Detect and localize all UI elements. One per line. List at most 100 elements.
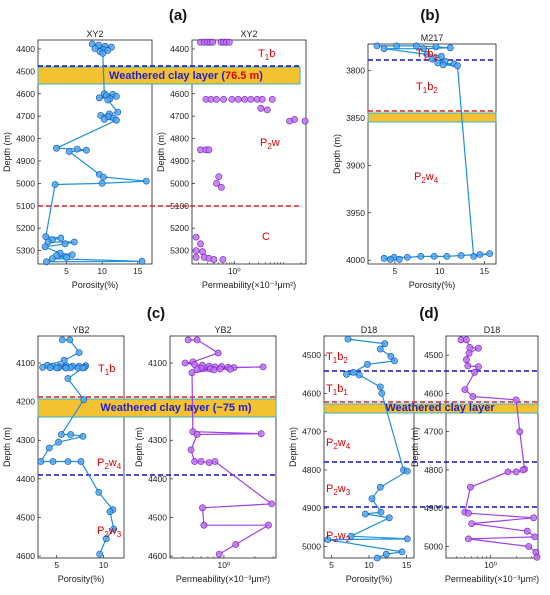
- y-tick-label: 5300: [16, 246, 35, 256]
- axes-5: D18 Porosity(%) Depth (m) 4500 4600 4700 4800 4…: [288, 325, 415, 584]
- axes-frame: [37, 335, 125, 559]
- y-tick-label: 4000: [346, 255, 365, 265]
- y-tick-label: 4500: [148, 512, 167, 522]
- y-tick-label: 4700: [302, 427, 321, 437]
- y-tick-label: 5100: [170, 201, 189, 211]
- x-tick-label: 10: [364, 560, 374, 570]
- data-point: [142, 177, 150, 185]
- data-point: [187, 446, 195, 454]
- data-point: [220, 96, 227, 103]
- band-label-a: Weathered clay layer (76.5 m): [109, 70, 263, 82]
- data-point: [462, 356, 470, 364]
- y-axis-label: Depth (m): [156, 132, 166, 172]
- data-point: [403, 535, 411, 543]
- data-point: [264, 521, 272, 529]
- x-tick-label: 10⁰: [228, 266, 241, 276]
- data-point: [519, 466, 527, 474]
- axes-0: XY2 Porosity(%) Depth (m) 4400 4500 4600 4700 4…: [2, 29, 153, 290]
- data-point: [200, 521, 208, 529]
- data-point: [385, 514, 393, 522]
- data-point: [102, 535, 110, 543]
- y-tick-label: 4100: [148, 358, 167, 368]
- data-point: [79, 364, 87, 372]
- zone-label-c-p2w4: P2w4: [97, 457, 122, 471]
- data-point: [58, 336, 66, 344]
- data-point: [286, 117, 293, 125]
- band-label-c: Weathered clay layer (~75 m): [100, 402, 251, 414]
- y-tick-label: 4900: [424, 503, 443, 513]
- panel-label-b: (b): [420, 7, 439, 24]
- axes-title: XY2: [240, 29, 257, 39]
- y-tick-label: 4300: [16, 435, 35, 445]
- y-tick-label: 5100: [16, 201, 35, 211]
- axes-frame: [37, 39, 153, 265]
- data-point: [512, 396, 520, 404]
- series-0: [41, 40, 150, 266]
- data-point: [368, 495, 376, 503]
- axes-frame: [169, 335, 277, 559]
- data-point: [192, 253, 200, 261]
- data-point: [376, 383, 384, 391]
- y-tick-label: 4500: [16, 512, 35, 522]
- zone-label-d-p2w4: P2w4: [326, 437, 351, 451]
- data-point: [98, 179, 106, 187]
- data-point: [432, 43, 440, 51]
- zone-label-d-t1b1: T1b1: [326, 383, 348, 397]
- axes-6: D18 Permeability(×10⁻³μm²) Depth (m) 4500 46…: [410, 325, 539, 584]
- y-tick-label: 4500: [16, 66, 35, 76]
- data-point: [380, 45, 388, 53]
- y-tick-label: 4400: [170, 44, 189, 54]
- axes-frame: [445, 335, 539, 559]
- y-tick-label: 5000: [16, 178, 35, 188]
- data-point: [301, 117, 309, 125]
- axes-title: XY2: [86, 29, 103, 39]
- data-point: [192, 233, 200, 241]
- data-point: [191, 458, 198, 465]
- zone-label-d-p2w3: P2w3: [326, 483, 351, 497]
- x-axis-label: Porosity(%): [72, 280, 119, 290]
- data-point: [188, 369, 196, 377]
- x-axis-label: Permeability(×10⁻³μm²): [176, 574, 270, 584]
- data-point: [138, 257, 146, 265]
- data-point: [263, 106, 271, 114]
- panel-label-c: (c): [147, 305, 165, 322]
- y-tick-label: 4900: [302, 503, 321, 513]
- x-tick-label: 15: [480, 266, 490, 276]
- data-point: [377, 508, 385, 516]
- data-point: [382, 550, 390, 558]
- data-point: [474, 344, 482, 352]
- y-tick-label: 3800: [346, 66, 365, 76]
- x-tick-label: 15: [133, 266, 143, 276]
- x-tick-label: 10: [97, 266, 107, 276]
- data-point: [373, 42, 381, 50]
- data-point: [361, 510, 369, 518]
- data-point: [257, 104, 265, 112]
- axes-3: YB2 Porosity(%) Depth (m) 4100 4200 4300 4400 4…: [2, 325, 125, 584]
- data-point: [57, 234, 65, 242]
- zone-label-b-t1b3: T1b3: [416, 48, 438, 62]
- data-point: [99, 50, 107, 57]
- data-point: [226, 365, 234, 373]
- axes-title: YB2: [214, 325, 231, 335]
- series-3: [37, 336, 118, 558]
- data-point: [104, 47, 112, 54]
- data-point: [210, 366, 218, 374]
- panel-label-d: (d): [419, 305, 438, 322]
- data-point: [217, 183, 225, 191]
- data-point: [73, 145, 81, 153]
- data-point: [376, 345, 384, 353]
- data-point: [470, 252, 477, 260]
- data-point: [216, 365, 224, 373]
- y-tick-label: 5000: [302, 542, 321, 552]
- x-axis-label: Porosity(%): [58, 574, 105, 584]
- data-point: [257, 430, 265, 438]
- data-point: [403, 253, 411, 261]
- data-point: [66, 336, 74, 344]
- y-tick-label: 4700: [16, 111, 35, 121]
- data-point: [378, 389, 386, 397]
- data-point: [53, 364, 61, 372]
- data-point: [207, 96, 215, 103]
- data-point: [474, 363, 482, 370]
- y-tick-label: 4500: [424, 350, 443, 360]
